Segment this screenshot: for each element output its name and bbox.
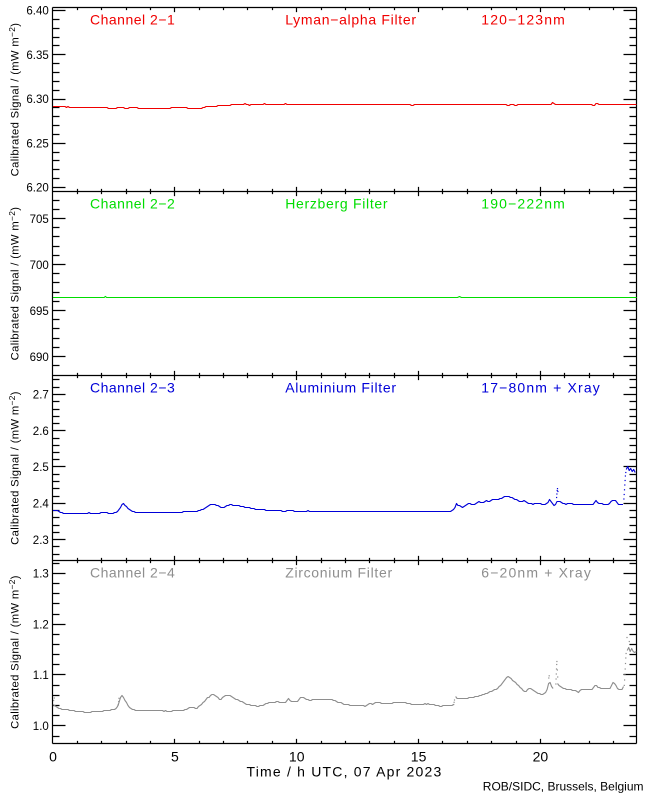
- svg-text:20: 20: [533, 749, 549, 765]
- svg-text:6.25: 6.25: [26, 139, 48, 151]
- svg-text:2.7: 2.7: [33, 390, 49, 402]
- svg-text:Aluminium Filter: Aluminium Filter: [285, 380, 397, 396]
- svg-text:190−222nm: 190−222nm: [481, 196, 566, 212]
- svg-text:Lyman−alpha Filter: Lyman−alpha Filter: [285, 12, 417, 28]
- svg-text:Calibrated Signal / (mW m−2): Calibrated Signal / (mW m−2): [7, 207, 22, 361]
- svg-text:6.20: 6.20: [26, 183, 48, 195]
- svg-text:5: 5: [171, 749, 179, 765]
- svg-text:120−123nm: 120−123nm: [481, 12, 566, 28]
- svg-text:1.1: 1.1: [33, 670, 49, 682]
- svg-text:695: 695: [30, 306, 49, 318]
- svg-text:15: 15: [411, 749, 427, 765]
- svg-text:Channel 2−2: Channel 2−2: [90, 196, 175, 212]
- svg-text:Zirconium Filter: Zirconium Filter: [285, 565, 393, 581]
- svg-text:10: 10: [289, 749, 305, 765]
- svg-text:2.5: 2.5: [33, 462, 49, 474]
- svg-text:0: 0: [49, 749, 57, 765]
- svg-text:1.2: 1.2: [33, 619, 49, 631]
- svg-text:Calibrated Signal / (mW m−2): Calibrated Signal / (mW m−2): [7, 391, 22, 545]
- svg-text:Channel 2−3: Channel 2−3: [90, 380, 175, 396]
- svg-text:ROB/SIDC, Brussels, Belgium: ROB/SIDC, Brussels, Belgium: [483, 780, 644, 794]
- svg-text:700: 700: [30, 260, 49, 272]
- svg-text:6.30: 6.30: [26, 94, 48, 106]
- svg-text:6.35: 6.35: [26, 50, 48, 62]
- svg-text:6.40: 6.40: [26, 6, 48, 18]
- svg-text:Time / h UTC, 07 Apr 2023: Time / h UTC, 07 Apr 2023: [247, 764, 443, 780]
- svg-text:2.3: 2.3: [33, 535, 49, 547]
- svg-text:705: 705: [30, 214, 49, 226]
- svg-text:Herzberg Filter: Herzberg Filter: [285, 196, 388, 212]
- svg-text:1.3: 1.3: [33, 569, 49, 581]
- svg-text:Channel 2−1: Channel 2−1: [90, 12, 175, 28]
- svg-text:Channel 2−4: Channel 2−4: [90, 565, 175, 581]
- svg-text:2.4: 2.4: [33, 499, 50, 511]
- svg-text:690: 690: [30, 352, 49, 364]
- svg-text:2.6: 2.6: [33, 426, 49, 438]
- svg-text:Calibrated Signal / (mW m−2): Calibrated Signal / (mW m−2): [7, 23, 22, 177]
- svg-text:Calibrated Signal / (mW m−2): Calibrated Signal / (mW m−2): [7, 575, 22, 729]
- svg-text:6−20nm + Xray: 6−20nm + Xray: [481, 565, 592, 581]
- svg-text:1.0: 1.0: [33, 721, 49, 733]
- svg-text:17−80nm + Xray: 17−80nm + Xray: [481, 380, 601, 396]
